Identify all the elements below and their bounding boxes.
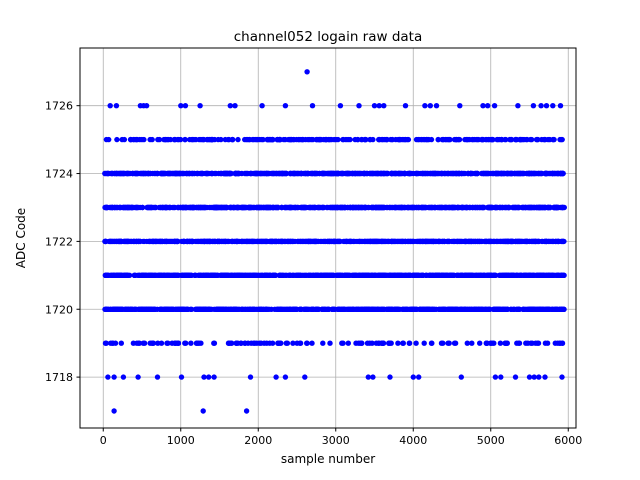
svg-text:1722: 1722 <box>45 235 73 248</box>
svg-text:1724: 1724 <box>45 168 73 181</box>
svg-text:1000: 1000 <box>167 434 195 447</box>
svg-text:3000: 3000 <box>322 434 350 447</box>
plot-background <box>80 48 576 428</box>
svg-text:1720: 1720 <box>45 303 73 316</box>
svg-text:5000: 5000 <box>477 434 505 447</box>
svg-text:0: 0 <box>100 434 107 447</box>
svg-text:1718: 1718 <box>45 371 73 384</box>
svg-text:6000: 6000 <box>554 434 582 447</box>
svg-text:1726: 1726 <box>45 100 73 113</box>
y-axis-label: ADC Code <box>14 208 28 268</box>
svg-text:2000: 2000 <box>244 434 272 447</box>
chart-title: channel052 logain raw data <box>234 29 423 45</box>
plot-border <box>79 47 577 429</box>
axis-ticks: 0 1000 2000 3000 4000 5000 6000 1718 1720 1722 172… <box>45 100 582 447</box>
svg-text:4000: 4000 <box>399 434 427 447</box>
x-axis-label: sample number <box>281 452 375 466</box>
data-points <box>102 69 567 414</box>
